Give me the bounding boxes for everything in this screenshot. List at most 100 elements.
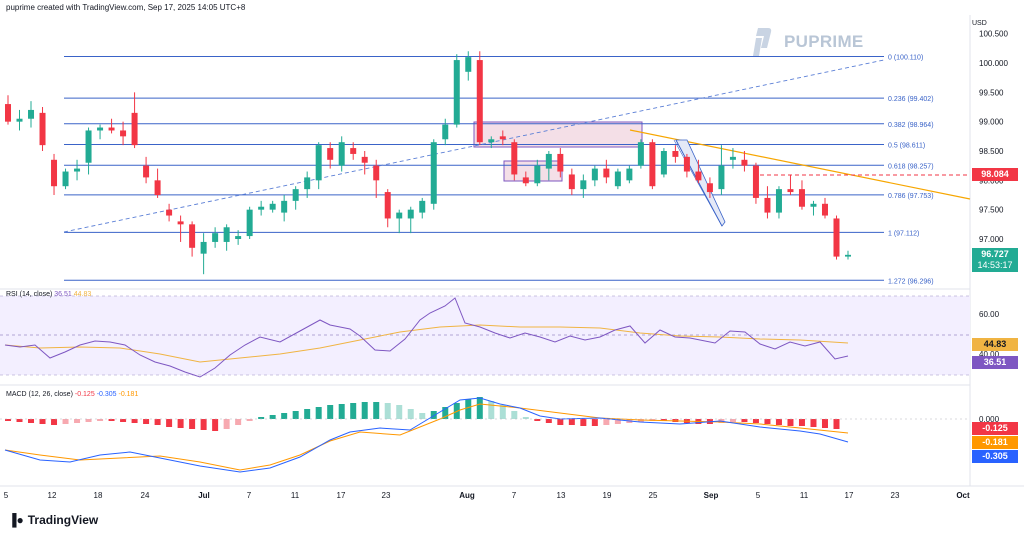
macd-hist-bar — [373, 402, 380, 419]
candle-body — [223, 227, 230, 242]
candle-body — [764, 197, 771, 213]
date-tick-label: 23 — [891, 491, 900, 500]
candle-body — [361, 156, 368, 163]
date-tick-label: 13 — [557, 491, 566, 500]
candle-body — [281, 200, 288, 213]
rsi-tick-label: 40.00 — [979, 350, 1000, 359]
candle-body — [39, 112, 46, 146]
price-tick-label: 98.500 — [979, 147, 1004, 156]
date-tick-label: 12 — [48, 491, 57, 500]
macd-hist-bar — [166, 419, 173, 427]
candle-body — [189, 224, 196, 248]
candle-body — [695, 171, 702, 181]
candle-body — [28, 109, 35, 119]
macd-hist-bar — [798, 419, 805, 426]
rsi-value-badge: 36.51 — [972, 356, 1018, 369]
candle-body — [545, 153, 552, 169]
rsi-band — [0, 296, 970, 375]
macd-hist-bar — [488, 401, 495, 419]
macd-hist-bar — [189, 419, 196, 429]
candle-body — [741, 159, 748, 166]
candle-body — [614, 171, 621, 187]
candle-body — [97, 127, 104, 131]
candle-body — [166, 209, 173, 216]
macd-hist-bar — [154, 419, 161, 425]
candle-body — [407, 209, 414, 219]
macd-hist-bar — [568, 419, 575, 425]
macd-hist-bar — [384, 403, 391, 419]
range-box-upper — [473, 121, 643, 148]
candle-body — [16, 118, 23, 122]
date-tick-label: Oct — [956, 491, 970, 500]
fib-level-label: 0 (100.110) — [888, 55, 923, 62]
candle-body — [845, 254, 851, 257]
candle-body — [499, 136, 506, 140]
macd-hist-bar — [465, 399, 472, 419]
candle-body — [511, 142, 518, 175]
macd-hist-bar — [258, 417, 265, 419]
fib-level-label: 0.618 (98.257) — [888, 163, 934, 170]
macd-hist-bar — [315, 407, 322, 419]
macd-histogram — [5, 397, 840, 431]
macd-hist-bar — [775, 419, 782, 425]
rsi-ma-badge: 44.83 — [972, 338, 1018, 351]
candle-body — [235, 236, 242, 239]
macd-hist-bar — [603, 419, 610, 425]
macd-hist-bar — [442, 407, 449, 419]
macd-hist-bar — [28, 419, 35, 423]
candle-body — [637, 142, 644, 166]
candle-body — [304, 177, 311, 190]
macd-hist-bar — [327, 405, 334, 419]
candle-body — [534, 165, 541, 184]
current-price-badge: 96.727 14:53:17 — [972, 248, 1018, 272]
macd-hist-bar — [212, 419, 219, 431]
macd-hist-bar — [338, 404, 345, 419]
candle-body — [419, 200, 426, 213]
candle-body — [430, 142, 437, 204]
macd-hist-bar — [200, 419, 207, 430]
candle-body — [465, 57, 472, 72]
macd-hist-bar — [97, 419, 104, 421]
candle-body — [62, 171, 69, 187]
brand-mark-icon — [753, 28, 772, 56]
fib-level-label: 1 (97.112) — [888, 230, 919, 237]
candle-body — [373, 165, 380, 181]
macd-hist-bar — [419, 413, 426, 419]
price-tick-label: 100.000 — [979, 59, 1008, 68]
macd-hist-bar — [499, 405, 506, 419]
macd-hist-bar — [752, 419, 759, 423]
macd-hist-bar — [580, 419, 587, 426]
macd-hist-bar — [729, 419, 736, 422]
candle-body — [200, 241, 207, 254]
macd-hist-bar — [62, 419, 69, 424]
macd-hist-bar — [407, 409, 414, 419]
macd-hist-bar — [131, 419, 138, 423]
macd-hist-bar — [5, 419, 11, 421]
price-tick-label: 100.500 — [979, 30, 1008, 39]
date-tick-label: 25 — [649, 491, 658, 500]
level-price-badge: 98.084 — [972, 168, 1018, 181]
candle-body — [706, 183, 713, 193]
macd-hist-bar — [292, 411, 299, 419]
macd-hist-bar — [246, 419, 253, 421]
macd-hist-bar — [361, 402, 368, 419]
macd-title-row: MACD (12, 26, close) -0.125 -0.305 -0.18… — [6, 391, 138, 398]
candle-body — [672, 151, 679, 157]
fib-level-label: 0.5 (98.611) — [888, 142, 925, 149]
current-price: 96.727 — [981, 249, 1009, 259]
macd-hist-bar — [545, 419, 552, 423]
date-tick-label: 23 — [382, 491, 391, 500]
date-tick-label: Sep — [704, 491, 719, 500]
candle-body — [718, 165, 725, 190]
candle-body — [154, 180, 161, 195]
tradingview-logo-text: TradingView — [27, 513, 99, 527]
macd-hist-bar — [108, 419, 115, 421]
price-tick-label: 97.000 — [979, 235, 1004, 244]
macd-hist-bar — [223, 419, 230, 429]
tradingview-logo[interactable]: ▐● TradingView — [8, 513, 98, 527]
chart-header: puprime created with TradingView.com, Se… — [6, 3, 246, 12]
macd-hist-bar — [269, 415, 276, 419]
macd-hist-value: -0.125 — [74, 391, 95, 398]
candle-body — [522, 177, 529, 184]
